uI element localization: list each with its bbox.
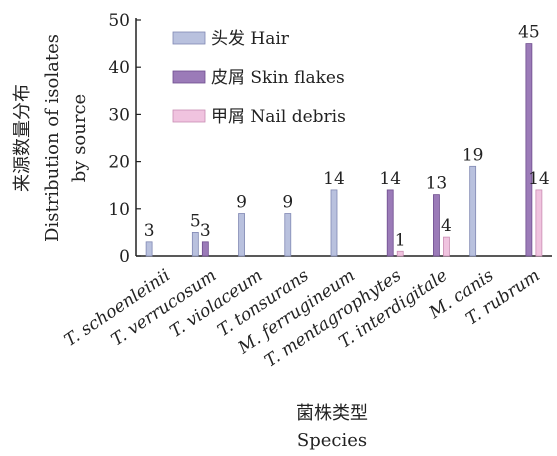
bar [525,43,533,257]
data-label: 14 [528,169,550,189]
bars [145,43,543,257]
data-label: 14 [379,169,401,189]
bar [191,231,199,257]
data-label: 3 [200,221,211,241]
bar [535,189,543,257]
bar [433,194,440,257]
bar [396,250,404,257]
x-axis-title-line: Species [297,430,367,451]
data-label: 4 [441,216,452,236]
bar [238,213,245,257]
y-tick-label: 40 [108,58,130,78]
bar [330,189,338,257]
y-tick-label: 0 [119,247,130,267]
data-label: 3 [144,221,155,241]
legend-label: 头发 Hair [211,29,290,49]
bar [469,165,477,257]
legend-label: 甲屑 Nail debris [211,107,346,127]
y-ticks: 0 10 20 30 40 50 [108,11,141,267]
data-label: 5 [190,211,201,231]
bar [443,236,450,257]
y-axis-title-line: 来源数量分布 [12,84,33,192]
bar [284,213,292,257]
data-label: 9 [236,193,247,213]
data-label: 14 [323,169,345,189]
bar [201,241,209,257]
legend: 头发 Hair 皮屑 Skin flakes 甲屑 Nail debris [172,29,346,127]
y-axis-title-line: Distribution of isolates [42,34,63,242]
legend-swatch [172,70,206,84]
legend-swatch [172,31,206,45]
bar [386,189,394,257]
y-tick-label: 20 [108,153,130,173]
data-label: 1 [395,230,406,250]
y-axis-title: 来源数量分布 Distribution of isolates by source [12,34,90,242]
y-tick-label: 30 [108,105,130,125]
data-label: 19 [462,145,484,165]
x-axis-title: 菌株类型 Species [296,403,368,451]
legend-swatch [172,109,206,123]
bar [145,241,153,257]
y-tick-label: 50 [108,11,130,31]
x-axis-title-line: 菌株类型 [296,403,368,424]
data-label: 9 [282,193,293,213]
data-label: 13 [426,174,448,194]
data-label: 45 [518,23,540,43]
y-axis-title-line: by source [69,94,90,182]
legend-label: 皮屑 Skin flakes [211,68,345,88]
y-tick-label: 10 [108,200,130,220]
